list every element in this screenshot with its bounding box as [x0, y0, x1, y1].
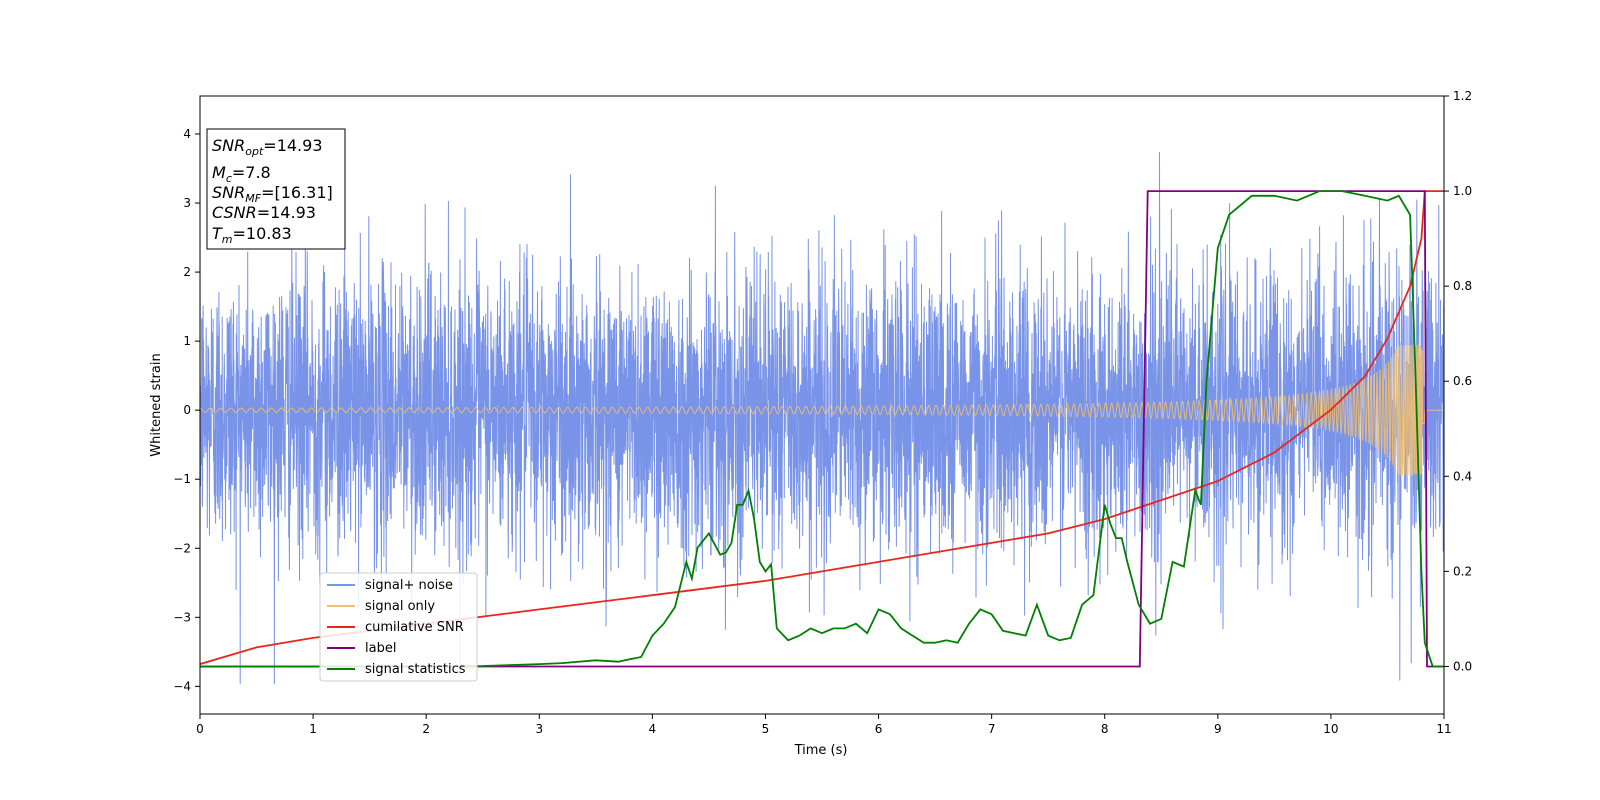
x-tick-label: 0: [196, 722, 204, 736]
y-tick-label: −2: [173, 541, 191, 555]
info-box-frame: [206, 128, 346, 250]
plot-frame: [199, 95, 1445, 715]
y-tick-label: 2: [183, 265, 191, 279]
info-line-mc: Mc=7.8: [212, 163, 271, 185]
legend-label-cumulative-snr: cumilative SNR: [365, 620, 464, 635]
y-tick-label: −4: [173, 679, 191, 693]
legend-frame: [319, 572, 478, 682]
x-tick-label: 6: [875, 722, 883, 736]
legend-label-signal-noise: signal+ noise: [365, 578, 453, 593]
x-tick-label: 4: [649, 722, 657, 736]
y-tick-label: 3: [183, 196, 191, 210]
info-line-snr-opt: SNRopt=14.93: [212, 136, 323, 158]
legend: signal+ noise signal only cumilative SNR…: [319, 572, 478, 682]
series-signal-statistics: [200, 190, 1444, 668]
legend-label-signal-only: signal only: [365, 599, 435, 614]
legend-label-label: label: [365, 641, 396, 656]
y-right-tick-label: 1.0: [1453, 184, 1472, 198]
y-tick-label: −1: [173, 472, 191, 486]
legend-label-signal-statistics: signal statistics: [365, 662, 466, 677]
info-line-tm: Tm=10.83: [212, 224, 292, 246]
x-tick-label: 5: [762, 722, 770, 736]
series-signal-only: [200, 344, 1444, 476]
y-right-tick-label: 0.2: [1453, 564, 1472, 578]
y-right-tick-label: 0.4: [1453, 469, 1472, 483]
x-tick-label: 10: [1323, 722, 1338, 736]
y-right-tick-label: 0.8: [1453, 279, 1472, 293]
info-line-csnr: CSNR=14.93: [212, 203, 316, 222]
x-tick-label: 11: [1436, 722, 1451, 736]
x-axis-label: Time (s): [794, 743, 848, 758]
y-right-tick-label: 0.0: [1453, 659, 1472, 673]
x-tick-label: 2: [422, 722, 430, 736]
x-tick-label: 9: [1214, 722, 1222, 736]
info-line-snr-mf: SNRMF=[16.31]: [212, 183, 333, 205]
y-right-tick-label: 0.6: [1453, 374, 1472, 388]
y-axis-label: Whitened strain: [149, 353, 164, 456]
y-tick-label: 1: [183, 334, 191, 348]
series-label: [200, 190, 1444, 668]
x-tick-label: 8: [1101, 722, 1109, 736]
series-signal-noise: [200, 151, 1444, 685]
x-tick-label: 7: [988, 722, 996, 736]
x-tick-label: 1: [309, 722, 317, 736]
y-right-tick-label: 1.2: [1453, 89, 1472, 103]
info-box: SNRopt=14.93 Mc=7.8 SNRMF=[16.31] CSNR=1…: [206, 128, 346, 250]
x-tick-label: 3: [535, 722, 543, 736]
y-tick-label: 4: [183, 127, 191, 141]
y-tick-label: 0: [183, 403, 191, 417]
y-tick-label: −3: [173, 610, 191, 624]
axes-layer: 0 1 2 3 4 5 6 7 8 9 10 11 −4 −3 −2 −1 0 1 2 3 4 0.0 0.2 0.4 0.6 0…: [173, 89, 1472, 736]
